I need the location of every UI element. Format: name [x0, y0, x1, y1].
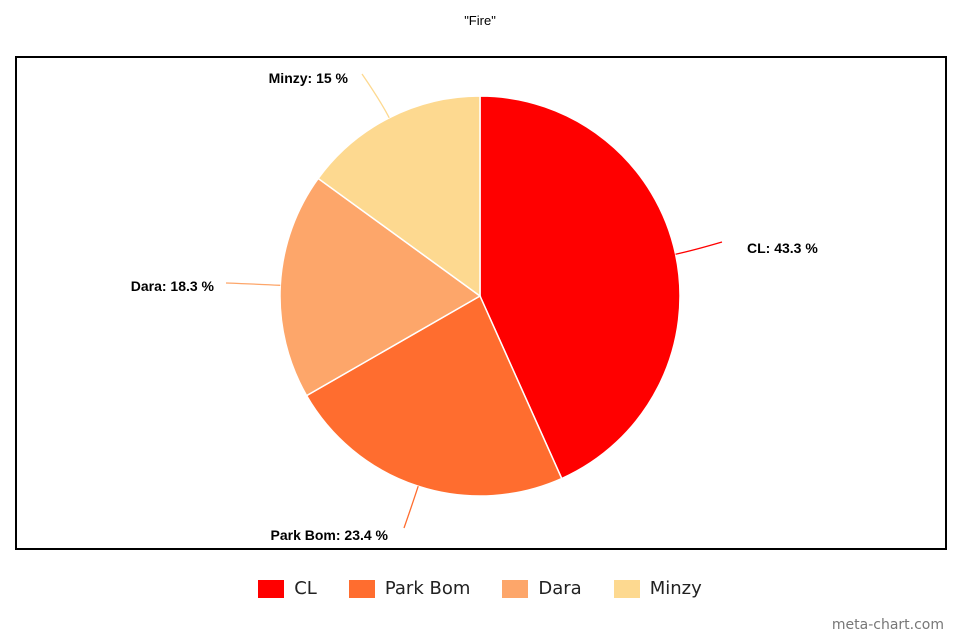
pie-slice-dara: [279, 177, 482, 397]
plot-frame: [15, 56, 947, 550]
legend-swatch: [258, 579, 285, 598]
legend-swatch: [502, 579, 529, 598]
legend-label: Dara: [538, 578, 582, 599]
leader-line: [225, 282, 281, 286]
legend-label: Park Bom: [384, 578, 471, 599]
leader-line: [361, 73, 390, 119]
leader-line: [675, 241, 723, 255]
data-label: Park Bom: 23.4 %: [271, 527, 389, 543]
legend-item[interactable]: Dara: [502, 578, 582, 599]
legend-label: Minzy: [649, 578, 702, 599]
pie-slice-cl: [479, 95, 681, 480]
legend-item[interactable]: Minzy: [613, 578, 702, 599]
chart-title: "Fire": [464, 13, 496, 28]
legend-swatch: [613, 579, 640, 598]
data-label: Dara: 18.3 %: [131, 278, 215, 294]
legend: CL Park Bom Dara Minzy: [0, 578, 960, 599]
leader-line: [403, 486, 419, 529]
data-label: Minzy: 15 %: [269, 70, 349, 86]
data-label: CL: 43.3 %: [747, 240, 818, 256]
legend-item[interactable]: Park Bom: [348, 578, 471, 599]
legend-item[interactable]: CL: [258, 578, 317, 599]
legend-label: CL: [294, 578, 317, 599]
pie-slice-minzy: [317, 95, 481, 298]
pie-slice-park-bom: [305, 294, 563, 497]
credit-text: meta-chart.com: [831, 617, 944, 633]
legend-swatch: [348, 579, 375, 598]
